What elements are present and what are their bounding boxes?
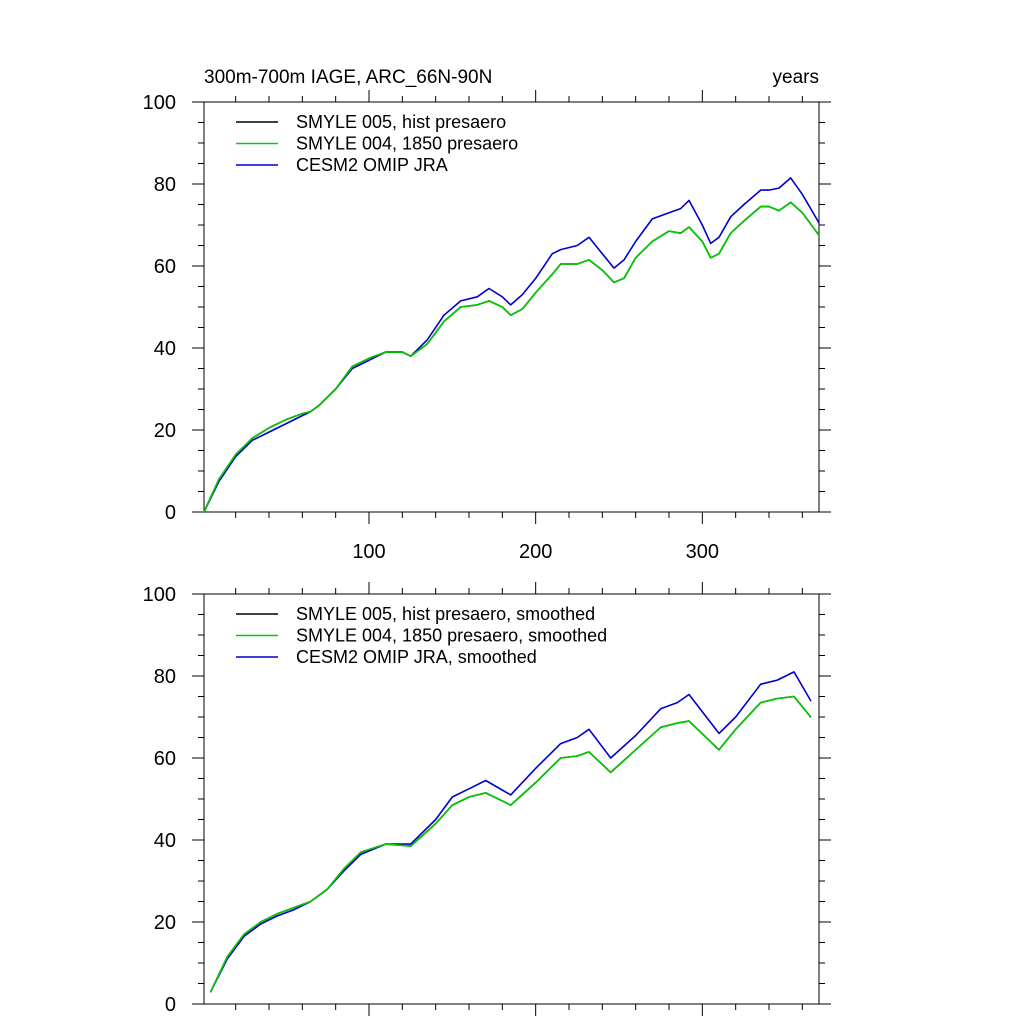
y-tick-label: 40: [154, 830, 176, 852]
y-tick-label: 100: [143, 92, 176, 114]
series-line-1: [209, 695, 812, 993]
units-label: years: [773, 67, 819, 88]
legend-label: SMYLE 004, 1850 presaero, smoothed: [296, 626, 607, 646]
y-tick-label: 20: [154, 420, 176, 442]
series-line-1: [203, 201, 820, 513]
tick-labels: 0 20 40 60 80 100: [143, 584, 176, 1016]
series-lines: [203, 177, 820, 513]
x-tick-label: 200: [519, 541, 552, 563]
legend-label: SMYLE 004, 1850 presaero: [296, 134, 518, 154]
y-tick-label: 0: [165, 994, 176, 1016]
legend: SMYLE 005, hist presaero, smoothedSMYLE …: [236, 604, 607, 667]
series-line-0: [203, 201, 820, 513]
x-tick-label: 300: [686, 541, 719, 563]
y-tick-label: 40: [154, 338, 176, 360]
y-tick-label: 0: [165, 502, 176, 524]
y-tick-label: 20: [154, 912, 176, 934]
y-tick-label: 60: [154, 256, 176, 278]
legend-label: SMYLE 005, hist presaero, smoothed: [296, 604, 595, 624]
series-line-0: [209, 695, 812, 993]
series-line-2: [203, 177, 820, 513]
bottom-chart-panel: 0 20 40 60 80 100 SMYLE 005, hist presaero, s…: [143, 582, 831, 1016]
series-lines: [209, 671, 812, 993]
axis-ticks: [192, 90, 831, 524]
x-tick-label: 100: [352, 541, 385, 563]
series-line-2: [209, 671, 812, 993]
axis-ticks: [192, 582, 831, 1016]
chart-title: 300m-700m IAGE, ARC_66N-90N: [204, 67, 492, 88]
top-chart-panel: 300m-700m IAGE, ARC_66N-90N years 0 20 40 6…: [143, 67, 831, 563]
y-tick-label: 80: [154, 666, 176, 688]
legend-label: CESM2 OMIP JRA, smoothed: [296, 647, 537, 667]
tick-labels: 0 20 40 60 80 100 100 200 300: [143, 92, 719, 563]
y-tick-label: 60: [154, 748, 176, 770]
y-tick-label: 80: [154, 174, 176, 196]
y-tick-label: 100: [143, 584, 176, 606]
legend-label: CESM2 OMIP JRA: [296, 155, 448, 175]
legend-label: SMYLE 005, hist presaero: [296, 112, 506, 132]
